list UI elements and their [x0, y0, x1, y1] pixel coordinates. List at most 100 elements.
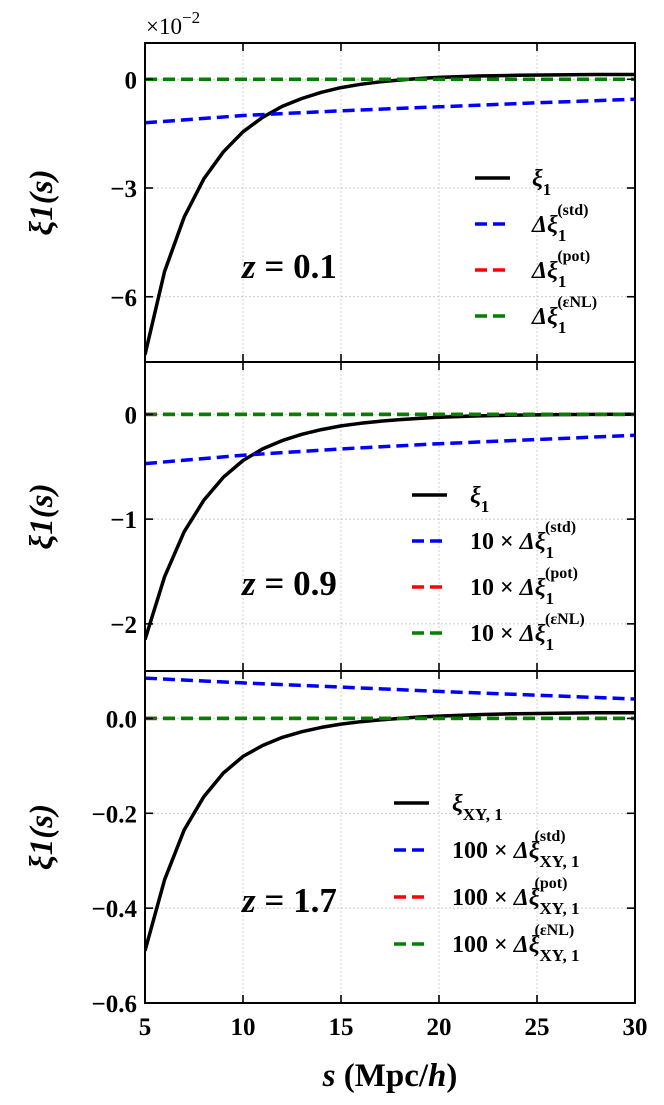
legend-base: Δξ: [531, 212, 558, 238]
annotation-var: z: [241, 247, 256, 286]
legend-sup: (std): [545, 519, 576, 536]
legend-entry-3: 100 × ΔξXY, 1 (pot): [452, 875, 580, 918]
legend-sup: (εNL): [535, 922, 575, 939]
legend-base: ξ: [470, 483, 481, 509]
multiplier-text: ×10−2: [146, 8, 200, 39]
redshift-annotation: z = 0.9: [241, 564, 337, 603]
x-tick-label: 25: [525, 1014, 550, 1041]
annotation-eq: =: [256, 564, 293, 603]
redshift-annotation: z = 1.7: [241, 881, 337, 920]
legend-sup: (std): [535, 828, 566, 845]
legend-entry-1: ξ1: [532, 166, 551, 199]
legend-prefix: 100 ×: [452, 838, 514, 864]
y-tick-label: 0.0: [106, 706, 137, 733]
legend-sub: 1: [481, 497, 490, 516]
y-tick-label: −0.4: [92, 896, 138, 923]
annotation-var: z: [241, 564, 256, 603]
series-group: [145, 72, 635, 356]
legend-sub: 1: [546, 635, 555, 654]
legend-entry-3: 10 × Δξ1 (pot): [470, 565, 578, 608]
multiplier-label: ×10−2: [146, 8, 200, 39]
annotation-eq: =: [256, 881, 293, 920]
x-tick-label: 20: [427, 1014, 452, 1041]
x-tick-label: 5: [139, 1014, 152, 1041]
y-tick-label: −0.6: [92, 991, 138, 1018]
legend-base: Δξ: [531, 258, 558, 284]
legend-entry-1: ξXY, 1: [452, 791, 503, 824]
legend-sub: XY, 1: [540, 899, 580, 918]
redshift-annotation: z = 0.1: [241, 247, 337, 286]
legend-entry-2: 10 × Δξ1 (std): [470, 519, 576, 562]
legend-prefix: 100 ×: [452, 885, 514, 911]
x-tick-label: 10: [231, 1014, 256, 1041]
x-tick-label: 15: [329, 1014, 354, 1041]
series-line-1: [145, 710, 635, 952]
y-tick-label: −6: [110, 285, 137, 312]
legend-sub: XY, 1: [540, 852, 580, 871]
x-axis-label: s (Mpc/h): [322, 1058, 458, 1094]
legend-entry-4: 10 × Δξ1 (εNL): [470, 611, 585, 654]
y-tick-label: 0: [125, 402, 138, 429]
x-tick-label: 30: [623, 1014, 648, 1041]
legend-base: ξ: [452, 791, 463, 817]
legend-entry-2: 100 × ΔξXY, 1 (std): [452, 828, 580, 871]
legend-base: Δξ: [531, 304, 558, 330]
legend-sub: 1: [543, 180, 552, 199]
series-line-1: [145, 72, 635, 356]
y-axis-title: ξ1(s): [24, 169, 60, 235]
y-axis-title: ξ1(s): [24, 483, 60, 549]
series-line-1: [145, 412, 635, 641]
series-line-2: [145, 97, 635, 125]
legend-sub: 1: [558, 272, 567, 291]
y-tick-label: −0.2: [92, 801, 138, 828]
series-group: [145, 676, 635, 952]
series-line-2: [145, 433, 635, 466]
legend-base: ξ: [532, 166, 543, 192]
legend-base: Δξ: [513, 932, 540, 958]
legend-sub: XY, 1: [463, 805, 503, 824]
legend-sub: 1: [546, 543, 555, 562]
plot-frame: [144, 670, 636, 1004]
legend-prefix: 10 ×: [470, 529, 520, 555]
legend-sub: 1: [546, 589, 555, 608]
legend-entry-3: Δξ1 (pot): [531, 248, 590, 291]
legend-entry-1: ξ1: [470, 483, 489, 516]
legend-sup: (pot): [545, 565, 578, 582]
panels: 0−3−6ξ1(s)z = 0.1ξ1Δξ1(std)Δξ1(pot)Δξ1(ε…: [24, 42, 648, 1041]
legend-prefix: 10 ×: [470, 621, 520, 647]
legend-prefix: 100 ×: [452, 932, 514, 958]
legend-sub: 1: [558, 318, 567, 337]
legend-sup: (pot): [535, 875, 568, 892]
panel-1: 0−3−6ξ1(s)z = 0.1ξ1Δξ1(std)Δξ1(pot)Δξ1(ε…: [24, 42, 636, 363]
legend-sup: (εNL): [557, 294, 597, 311]
legend-sub: 1: [558, 226, 567, 245]
legend-base: Δξ: [519, 575, 546, 601]
y-tick-label: −3: [110, 176, 137, 203]
annotation-value: 0.1: [293, 247, 337, 286]
legend-base: Δξ: [519, 621, 546, 647]
legend-sup: (εNL): [545, 611, 585, 628]
legend-base: Δξ: [513, 838, 540, 864]
legend-base: Δξ: [519, 529, 546, 555]
annotation-value: 1.7: [293, 881, 337, 920]
series-line-2: [145, 676, 635, 701]
annotation-value: 0.9: [293, 564, 337, 603]
y-tick-label: −2: [110, 612, 137, 639]
legend-sup: (pot): [557, 248, 590, 265]
legend-sub: XY, 1: [540, 946, 580, 965]
legend-entry-4: Δξ1 (εNL): [531, 294, 597, 337]
y-tick-label: −1: [110, 507, 137, 534]
legend-sup: (std): [557, 202, 588, 219]
legend-base: Δξ: [513, 885, 540, 911]
y-axis-title: ξ1(s): [24, 804, 60, 870]
x-axis-title: s (Mpc/h): [322, 1058, 458, 1094]
legend-entry-2: Δξ1 (std): [531, 202, 588, 245]
annotation-eq: =: [256, 247, 293, 286]
annotation-var: z: [241, 881, 256, 920]
